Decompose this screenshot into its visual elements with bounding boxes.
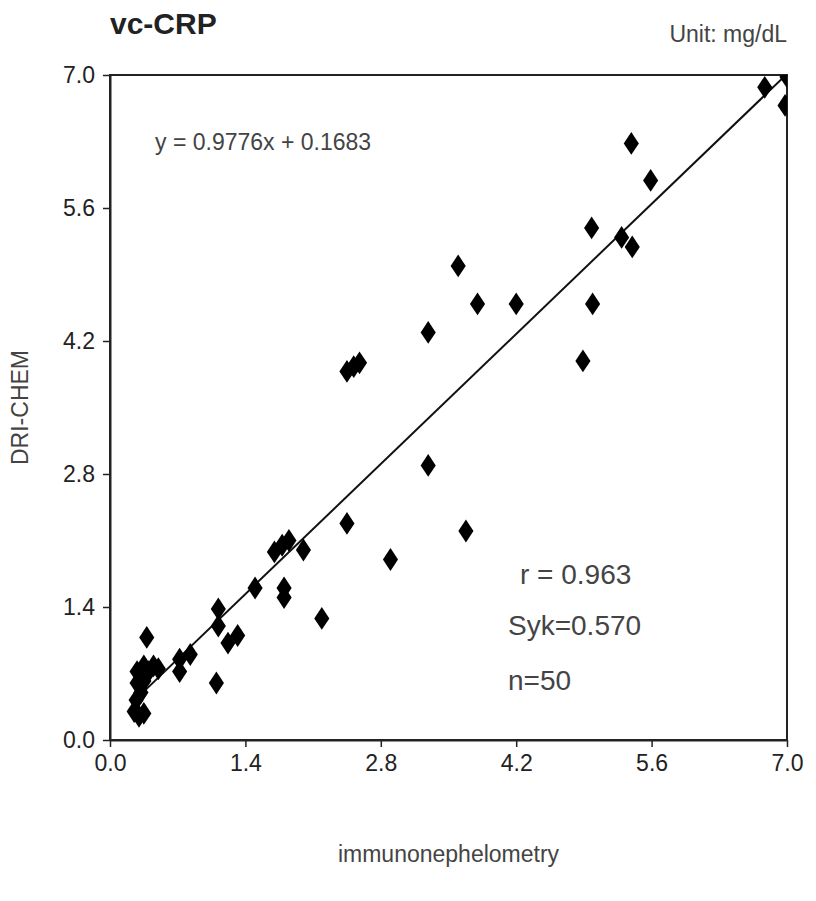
point — [421, 454, 436, 477]
y-axis-title: DRI-CHEM — [7, 350, 33, 465]
point — [220, 632, 235, 655]
point — [458, 520, 473, 543]
point — [575, 350, 590, 373]
annotation: r = 0.963 — [520, 559, 631, 590]
point — [277, 586, 292, 609]
point — [296, 539, 311, 562]
point — [151, 657, 166, 680]
point — [421, 321, 436, 344]
point — [624, 132, 639, 155]
tick-label: 4.2 — [63, 328, 95, 354]
point — [757, 76, 772, 99]
point — [585, 293, 600, 316]
tick-label: 7.0 — [772, 750, 804, 776]
point — [383, 548, 398, 571]
chart: 0.0 1.4 2.8 4.2 5.6 7.0 0.0 1.4 2.8 4.2 5.6 7.0 vc-C… — [0, 0, 816, 901]
point — [314, 607, 329, 630]
tick: 7.0 — [772, 740, 804, 776]
point — [625, 236, 640, 259]
point — [211, 615, 226, 638]
regression-line — [139, 75, 787, 696]
tick: 2.8 — [365, 740, 397, 776]
tick: 2.8 — [63, 461, 110, 487]
tick-mark — [381, 740, 383, 747]
point — [248, 577, 263, 600]
tick-mark — [103, 208, 110, 210]
point — [139, 626, 154, 649]
data-layer — [127, 75, 787, 728]
annotation: Syk=0.570 — [508, 610, 641, 641]
subtitle: Unit: mg/dL — [669, 21, 787, 47]
tick-label: 2.8 — [63, 461, 95, 487]
point — [209, 672, 224, 695]
point — [172, 660, 187, 683]
tick-mark — [651, 740, 653, 747]
tick-label: 4.2 — [501, 750, 533, 776]
point — [779, 75, 787, 88]
point — [584, 217, 599, 240]
tick-label: 2.8 — [365, 750, 397, 776]
tick-label: 1.4 — [230, 750, 262, 776]
tick-label: 1.4 — [63, 594, 95, 620]
axis-line — [111, 740, 788, 742]
x-axis: 0.0 1.4 2.8 4.2 5.6 7.0 — [95, 740, 804, 776]
point — [777, 94, 787, 117]
tick-mark — [103, 75, 110, 77]
tick-label: 0.0 — [95, 750, 127, 776]
tick-label: 0.0 — [63, 727, 95, 753]
tick-mark — [103, 740, 110, 742]
tick-mark — [787, 740, 789, 747]
tick: 4.2 — [63, 328, 110, 354]
tick: 1.4 — [63, 594, 110, 620]
x-axis-title: immunonephelometry — [338, 841, 560, 867]
tick-mark — [516, 740, 518, 747]
point — [451, 255, 466, 278]
tick: 1.4 — [230, 740, 262, 776]
tick-label: 5.6 — [63, 195, 95, 221]
tick: 0.0 — [63, 727, 110, 753]
tick: 4.2 — [501, 740, 533, 776]
plot-frame — [110, 75, 787, 740]
tick: 5.6 — [63, 195, 110, 221]
title: vc-CRP — [110, 7, 217, 40]
point — [352, 351, 367, 374]
tick-mark — [103, 474, 110, 476]
point — [509, 293, 524, 316]
point — [470, 293, 485, 316]
annotation: y = 0.9776x + 0.1683 — [155, 129, 371, 155]
tick-mark — [103, 607, 110, 609]
tick: 0.0 — [95, 740, 127, 776]
point — [267, 541, 282, 564]
point — [643, 169, 658, 192]
tick: 7.0 — [63, 62, 110, 88]
tick-label: 5.6 — [636, 750, 668, 776]
tick-mark — [245, 740, 247, 747]
axis-line — [110, 76, 112, 741]
y-axis: 0.0 1.4 2.8 4.2 5.6 7.0 — [63, 62, 110, 753]
point — [339, 512, 354, 535]
plot: 0.0 1.4 2.8 4.2 5.6 7.0 0.0 1.4 2.8 4.2 5.6 7.0 — [63, 62, 803, 776]
annotation: n=50 — [508, 665, 571, 696]
tick-mark — [103, 341, 110, 343]
tick-label: 7.0 — [63, 62, 95, 88]
tick: 5.6 — [636, 740, 668, 776]
